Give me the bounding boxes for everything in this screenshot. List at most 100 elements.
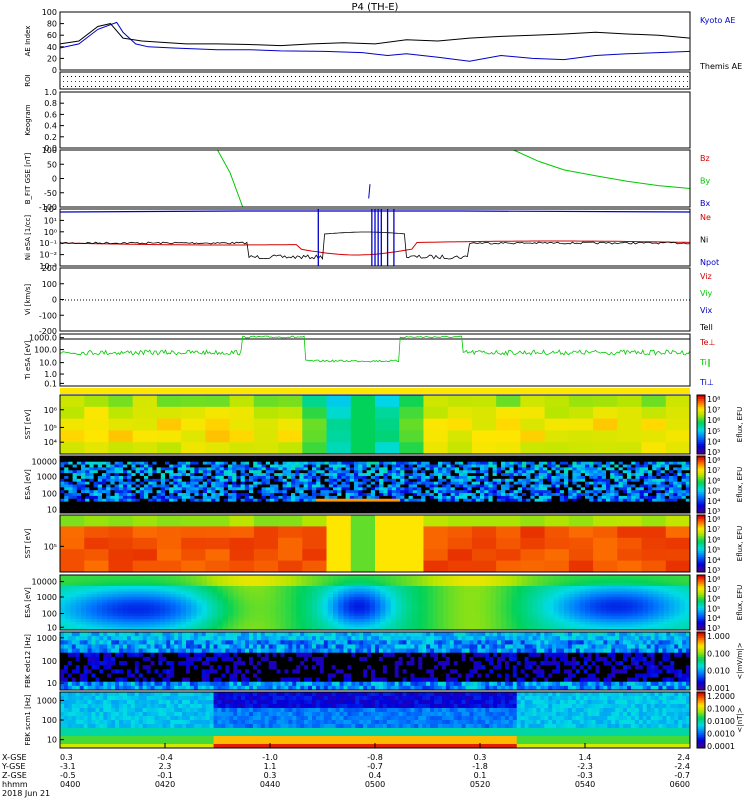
esa2-cell (86, 602, 92, 606)
esa1-cell (505, 464, 510, 468)
esa1-cell (513, 507, 519, 511)
esa2-cell (322, 577, 329, 581)
esa1-cell (375, 473, 380, 477)
esa2-cell (243, 613, 250, 617)
esa1-cell (135, 481, 141, 485)
esa2-cell (280, 586, 287, 590)
esa1-cell (232, 487, 237, 491)
esa2-cell (233, 619, 239, 623)
esa1-cell (358, 510, 363, 514)
esa1-cell (312, 458, 317, 463)
esa1-cell (635, 493, 640, 497)
esa1-cell (139, 507, 145, 511)
esa1-cell (652, 481, 657, 485)
esa2-cell (312, 597, 318, 601)
esa1-cell (223, 498, 229, 502)
esa2-cell (144, 591, 150, 595)
esa2-cell (464, 605, 470, 609)
esa1-cell (110, 490, 115, 494)
esa1-cell (673, 504, 678, 508)
esa2-cell (448, 616, 455, 620)
esa1-cell (597, 481, 603, 485)
esa1-cell (282, 478, 288, 483)
esa1-cell (106, 458, 111, 463)
esa2-cell (180, 602, 187, 606)
esa1-cell (299, 510, 304, 514)
esa2-cell (249, 575, 255, 579)
esa1-cell (93, 458, 99, 463)
esa2-cell (243, 577, 250, 581)
esa1-cell (446, 464, 451, 468)
esa1-cell (181, 478, 187, 483)
esa1-cell (685, 498, 691, 502)
esa1-cell (685, 493, 691, 497)
esa2-cell (75, 599, 82, 603)
esa1-cell (375, 490, 380, 494)
esa1-cell (156, 507, 162, 511)
esa1-cell (211, 493, 216, 497)
esa1-cell (643, 475, 649, 480)
sst1-cell (423, 430, 449, 443)
esa1-cell (181, 456, 187, 460)
esa1-cell (627, 458, 632, 463)
esa1-cell (442, 481, 447, 485)
sst1-cell (302, 406, 327, 419)
esa2-cell (165, 621, 171, 625)
esa1-cell (60, 456, 65, 460)
esa2-cell (249, 577, 255, 581)
esa2-cell (453, 621, 460, 625)
esa2-cell (280, 621, 287, 625)
esa1-cell (538, 484, 544, 488)
esa1-cell (148, 458, 153, 463)
esa1-cell (488, 461, 493, 465)
esa1-cell (341, 487, 346, 491)
esa2-cell (133, 580, 140, 584)
esa2-cell (170, 575, 176, 579)
esa1-cell (282, 501, 288, 505)
esa2-cell (411, 586, 418, 590)
esa1-cell (685, 467, 691, 471)
esa2-cell (123, 616, 129, 620)
esa1-cell (564, 470, 569, 474)
esa2-cell (443, 621, 449, 625)
esa1-cell (152, 461, 157, 465)
esa2-cell (65, 594, 71, 598)
esa2-cell (270, 591, 276, 595)
esa1-cell (669, 478, 674, 483)
esa2-cell (60, 616, 66, 620)
esa2-cell (296, 619, 302, 623)
sst1-cell (544, 418, 570, 431)
esa1-cell (102, 467, 107, 471)
esa2-cell (191, 605, 197, 609)
esa2-cell (133, 599, 140, 603)
esa2-cell (228, 621, 234, 625)
esa2-cell (159, 621, 166, 625)
sst2-cell (108, 537, 134, 550)
esa1-cell (173, 498, 178, 502)
esa2-cell (254, 594, 260, 598)
esa1-cell (160, 470, 166, 474)
esa1-cell (627, 470, 632, 474)
esa1-cell (358, 501, 363, 505)
esa1-cell (135, 464, 141, 468)
esa1-cell (148, 493, 153, 497)
esa1-cell (639, 458, 645, 463)
esa2-cell (474, 583, 481, 587)
esa2-cell (417, 624, 423, 628)
esa1-cell (366, 478, 372, 483)
esa2-cell (275, 605, 281, 609)
esa1-cell (72, 484, 78, 488)
sst2-cell (108, 560, 134, 573)
colorbar-cell-sst2 (697, 522, 705, 525)
esa1-cell (421, 461, 426, 465)
esa1-cell (169, 484, 174, 488)
esa1-cell (345, 475, 351, 480)
esa1-cell (139, 504, 145, 508)
esa2-cell (306, 624, 313, 628)
esa1-cell (614, 498, 619, 502)
esa1-cell (219, 507, 225, 511)
esa1-cell (123, 478, 128, 483)
esa1-cell (366, 470, 372, 474)
esa1-cell (257, 484, 262, 488)
esa1-cell (135, 487, 141, 491)
